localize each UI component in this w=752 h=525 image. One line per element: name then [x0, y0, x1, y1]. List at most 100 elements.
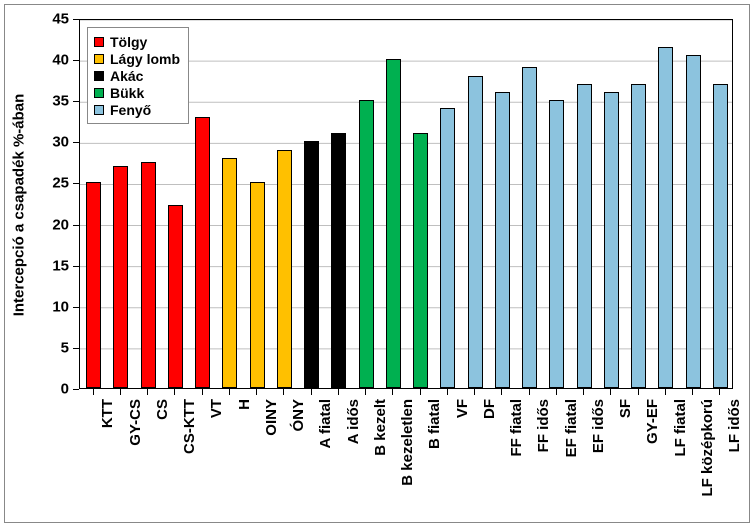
- x-tick: [638, 389, 639, 395]
- x-tick: [147, 389, 148, 395]
- x-tick: [556, 389, 557, 395]
- legend-item: Lágy lomb: [94, 50, 180, 67]
- legend-label: Fenyő: [110, 102, 151, 118]
- legend-item: Bükk: [94, 84, 180, 101]
- y-tick-label: 0: [5, 381, 69, 398]
- y-tick-label: 45: [5, 11, 69, 28]
- x-tick: [311, 389, 312, 395]
- x-tick: [365, 389, 366, 395]
- x-tick-label: VF: [454, 399, 471, 418]
- x-tick: [392, 389, 393, 395]
- x-tick-label: FF fiatal: [508, 399, 525, 457]
- bar: [713, 84, 728, 388]
- x-tick-label: B kezeletlen: [399, 399, 416, 486]
- x-tick: [120, 389, 121, 395]
- y-tick-label: 15: [5, 257, 69, 274]
- legend-swatch: [94, 105, 104, 115]
- x-tick: [256, 389, 257, 395]
- bar: [168, 205, 183, 388]
- bar: [686, 55, 701, 388]
- x-tick-label: KTT: [99, 399, 116, 428]
- bar: [141, 162, 156, 388]
- x-tick: [174, 389, 175, 395]
- y-tick-label: 5: [5, 339, 69, 356]
- x-tick-label: LF középkorú: [699, 399, 716, 497]
- x-tick-label: GY-EF: [644, 399, 661, 444]
- x-tick: [501, 389, 502, 395]
- bar: [658, 47, 673, 388]
- x-tick: [283, 389, 284, 395]
- y-tick-label: 40: [5, 52, 69, 69]
- bar: [331, 133, 346, 388]
- legend-swatch: [94, 54, 104, 64]
- bar: [577, 84, 592, 388]
- x-tick: [420, 389, 421, 395]
- legend: TölgyLágy lombAkácBükkFenyő: [87, 27, 189, 124]
- legend-item: Akác: [94, 67, 180, 84]
- bar: [304, 141, 319, 388]
- legend-label: Tölgy: [110, 34, 147, 50]
- bar: [413, 133, 428, 388]
- x-tick: [202, 389, 203, 395]
- x-tick-label: DF: [481, 399, 498, 419]
- legend-swatch: [94, 71, 104, 81]
- bar: [113, 166, 128, 388]
- x-tick-label: EF idős: [590, 399, 607, 453]
- x-tick-label: EF fiatal: [563, 399, 580, 457]
- x-tick: [583, 389, 584, 395]
- x-tick-label: SF: [617, 399, 634, 418]
- bar: [468, 76, 483, 388]
- bar: [522, 67, 537, 388]
- bar: [86, 182, 101, 388]
- x-tick-label: B fiatal: [426, 399, 443, 449]
- x-tick-label: OINY: [263, 399, 280, 436]
- x-tick: [93, 389, 94, 395]
- x-tick-label: VT: [208, 399, 225, 418]
- chart-container: Intercepció a csapadék %-ában 0 5 10 15 20 25…: [4, 4, 750, 523]
- x-tick: [338, 389, 339, 395]
- legend-item: Fenyő: [94, 101, 180, 118]
- y-tick-label: 35: [5, 93, 69, 110]
- x-tick: [719, 389, 720, 395]
- bar: [359, 100, 374, 388]
- x-tick-label: CS-KTT: [181, 399, 198, 454]
- y-axis-title: Intercepció a csapadék %-ában: [11, 94, 28, 317]
- x-tick-label: LF fiatal: [672, 399, 689, 457]
- y-tick-label: 25: [5, 175, 69, 192]
- bar: [195, 117, 210, 388]
- legend-item: Tölgy: [94, 33, 180, 50]
- x-tick-label: ÓNY: [290, 399, 307, 432]
- bar: [631, 84, 646, 388]
- y-tick-label: 10: [5, 298, 69, 315]
- x-tick: [474, 389, 475, 395]
- legend-label: Akác: [110, 68, 143, 84]
- x-tick-label: A fiatal: [317, 399, 334, 448]
- y-tick-label: 20: [5, 216, 69, 233]
- x-tick-label: LF idős: [726, 399, 743, 452]
- bar: [386, 59, 401, 388]
- bar: [277, 150, 292, 388]
- y-tick-label: 30: [5, 134, 69, 151]
- bar: [549, 100, 564, 388]
- x-tick: [229, 389, 230, 395]
- x-tick: [529, 389, 530, 395]
- x-tick-label: B kezelt: [372, 399, 389, 456]
- bar: [250, 182, 265, 388]
- legend-swatch: [94, 88, 104, 98]
- bar: [495, 92, 510, 388]
- x-tick-label: CS: [154, 399, 171, 420]
- bar: [604, 92, 619, 388]
- legend-label: Bükk: [110, 85, 144, 101]
- x-tick: [665, 389, 666, 395]
- x-tick: [610, 389, 611, 395]
- x-tick: [447, 389, 448, 395]
- bar: [222, 158, 237, 388]
- legend-label: Lágy lomb: [110, 51, 180, 67]
- y-tick: [73, 389, 79, 390]
- x-tick-label: H: [236, 399, 253, 410]
- legend-swatch: [94, 37, 104, 47]
- bar: [440, 108, 455, 388]
- x-tick-label: A idős: [345, 399, 362, 444]
- x-tick: [692, 389, 693, 395]
- x-tick-label: GY-CS: [127, 399, 144, 446]
